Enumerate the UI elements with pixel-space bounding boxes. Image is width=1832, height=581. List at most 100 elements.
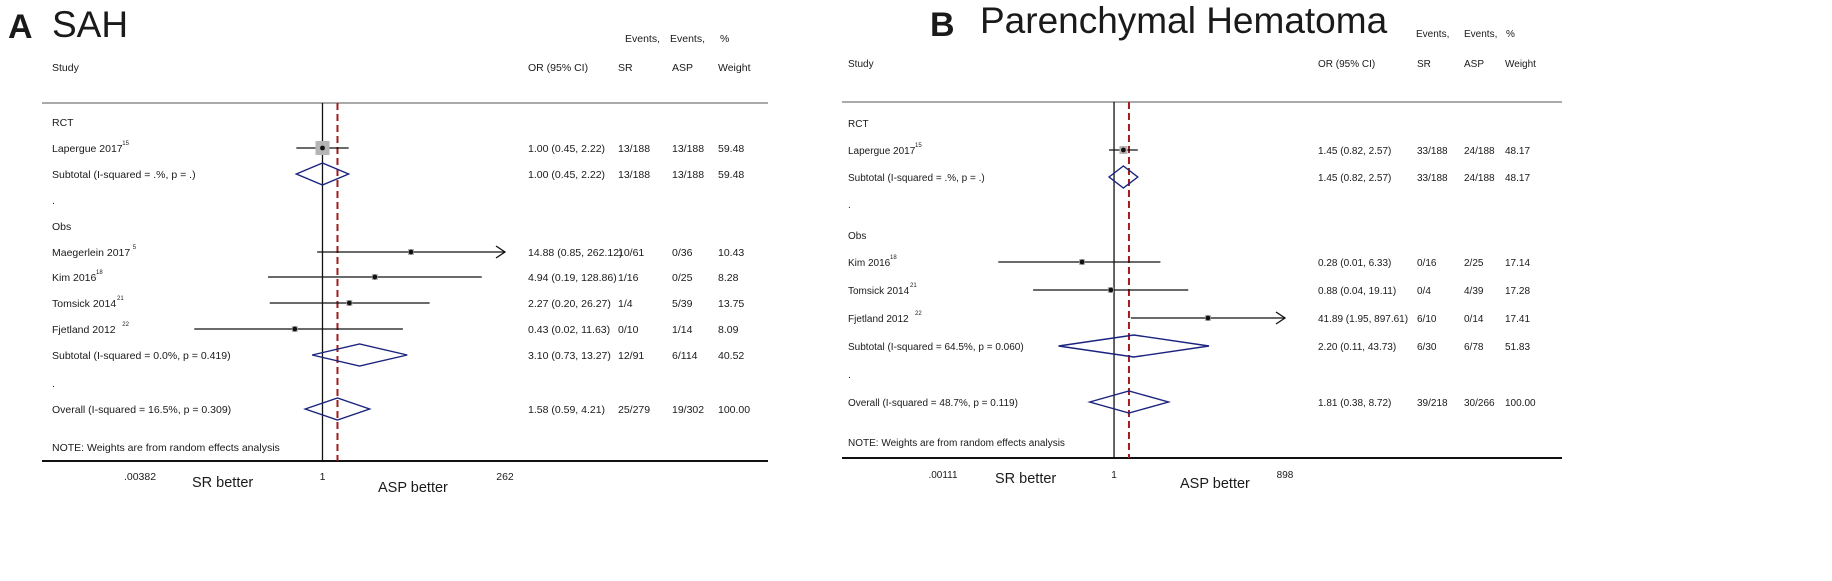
header-study: Study: [848, 59, 874, 70]
study-reference: 22: [915, 311, 922, 317]
study-weight: 17.14: [1505, 258, 1530, 269]
study-or-ci-value: 1.00 (0.45, 2.22): [528, 143, 605, 155]
study-point-estimate: [1205, 315, 1211, 321]
group-label: RCT: [848, 119, 869, 130]
subtotal-or-ci-value: 1.00 (0.45, 2.22): [528, 169, 605, 181]
study-point-estimate: [372, 274, 378, 280]
header-or-ci: OR (95% CI): [528, 62, 588, 74]
study-or-ci-value: 0.88 (0.04, 19.11): [1318, 286, 1396, 297]
study-asp-events: 0/25: [672, 272, 693, 284]
study-reference: 18: [96, 270, 103, 276]
study-or-ci-value: 0.43 (0.02, 11.63): [528, 324, 610, 336]
overall-diamond: [303, 397, 372, 421]
subtotal-asp-events: 24/188: [1464, 173, 1495, 184]
study-reference: 18: [890, 255, 897, 261]
header-asp: ASP: [672, 62, 693, 74]
study-weight: 59.48: [718, 143, 744, 155]
study-weight: 17.41: [1505, 314, 1530, 325]
study-weight: 8.28: [718, 272, 739, 284]
overall-asp-events: 30/266: [1464, 398, 1495, 409]
x-tick-label: 898: [1277, 470, 1294, 481]
overall-asp-events: 19/302: [672, 404, 704, 416]
asp-better-label: ASP better: [1180, 476, 1250, 492]
study-label: Fjetland 2012: [848, 314, 909, 325]
subtotal-weight: 51.83: [1505, 342, 1530, 353]
study-or-ci-value: 4.94 (0.19, 128.86): [528, 272, 617, 284]
sr-better-label: SR better: [995, 471, 1056, 487]
study-asp-events: 13/188: [672, 143, 704, 155]
study-sr-events: 13/188: [618, 143, 650, 155]
study-sr-events: 6/10: [1417, 314, 1437, 325]
subtotal-sr-events: 12/91: [618, 350, 644, 362]
study-label: Tomsick 2014: [52, 298, 116, 310]
study-point-estimate: [292, 326, 298, 332]
group-label: RCT: [52, 117, 74, 129]
study-point-estimate: [1108, 287, 1114, 293]
x-tick-label: 262: [496, 471, 514, 483]
study-reference: 15: [915, 143, 922, 149]
header-sr: SR: [1417, 59, 1431, 70]
study-reference: 22: [122, 322, 129, 328]
weights-note: NOTE: Weights are from random effects an…: [52, 442, 280, 454]
spacer-dot: .: [848, 200, 851, 211]
study-point-estimate: [1079, 259, 1085, 265]
header-asp: ASP: [1464, 59, 1484, 70]
header-weight: Weight: [1505, 59, 1536, 70]
panel-b-title: Parenchymal Hematoma: [980, 0, 1388, 41]
ci-truncation-arrow: [495, 245, 507, 259]
overall-label: Overall (I-squared = 48.7%, p = 0.119): [848, 398, 1018, 409]
header-study: Study: [52, 62, 80, 74]
study-reference: 15: [122, 141, 129, 147]
spacer-dot: .: [848, 370, 851, 381]
study-asp-events: 2/25: [1464, 258, 1484, 269]
overall-weight: 100.00: [1505, 398, 1536, 409]
header-percent-top: %: [1506, 29, 1515, 40]
header-weight: Weight: [718, 62, 751, 74]
x-tick-label: 1: [320, 471, 326, 483]
subtotal-diamond: [312, 343, 408, 367]
study-sr-events: 1/4: [618, 298, 633, 310]
study-reference: 21: [117, 296, 124, 302]
subtotal-sr-events: 6/30: [1417, 342, 1437, 353]
study-sr-events: 1/16: [618, 272, 639, 284]
subtotal-asp-events: 6/78: [1464, 342, 1484, 353]
subtotal-weight: 48.17: [1505, 173, 1530, 184]
header-events-asp-top: Events,: [670, 33, 705, 45]
panel-a-title: SAH: [52, 4, 129, 45]
overall-diamond: [1087, 390, 1172, 414]
study-label: Kim 2016: [848, 258, 891, 269]
study-sr-events: 0/16: [1417, 258, 1437, 269]
study-sr-events: 33/188: [1417, 146, 1448, 157]
study-label: Tomsick 2014: [848, 286, 910, 297]
panel-a-letter: A: [8, 8, 33, 46]
subtotal-weight: 59.48: [718, 169, 744, 181]
study-weight: 13.75: [718, 298, 744, 310]
subtotal-diamond: [1058, 334, 1210, 358]
study-or-ci-value: 14.88 (0.85, 262.12): [528, 247, 623, 259]
study-label: Maegerlein 2017: [52, 247, 130, 259]
subtotal-label: Subtotal (I-squared = .%, p = .): [52, 169, 196, 181]
forest-plot-sah: Events, Events, % Study OR (95% CI) SR ASP Weig…: [42, 33, 768, 496]
overall-weight: 100.00: [718, 404, 750, 416]
ci-truncation-arrow: [1275, 311, 1287, 325]
study-weight: 17.28: [1505, 286, 1530, 297]
header-events-asp-top: Events,: [1464, 29, 1497, 40]
subtotal-asp-events: 13/188: [672, 169, 704, 181]
header-sr: SR: [618, 62, 633, 74]
spacer-dot: .: [52, 378, 55, 390]
study-weight: 10.43: [718, 247, 744, 259]
overall-label: Overall (I-squared = 16.5%, p = 0.309): [52, 404, 231, 416]
sr-better-label: SR better: [192, 475, 253, 491]
x-tick-label: 1: [1111, 470, 1117, 481]
overall-or-ci-value: 1.58 (0.59, 4.21): [528, 404, 605, 416]
study-asp-events: 1/14: [672, 324, 693, 336]
study-weight: 8.09: [718, 324, 739, 336]
x-tick-label: .00382: [124, 471, 156, 483]
study-sr-events: 0/10: [618, 324, 639, 336]
subtotal-sr-events: 13/188: [618, 169, 650, 181]
study-or-ci-value: 1.45 (0.82, 2.57): [1318, 146, 1391, 157]
study-label: Fjetland 2012: [52, 324, 116, 336]
header-or-ci: OR (95% CI): [1318, 59, 1375, 70]
group-label: Obs: [848, 231, 866, 242]
